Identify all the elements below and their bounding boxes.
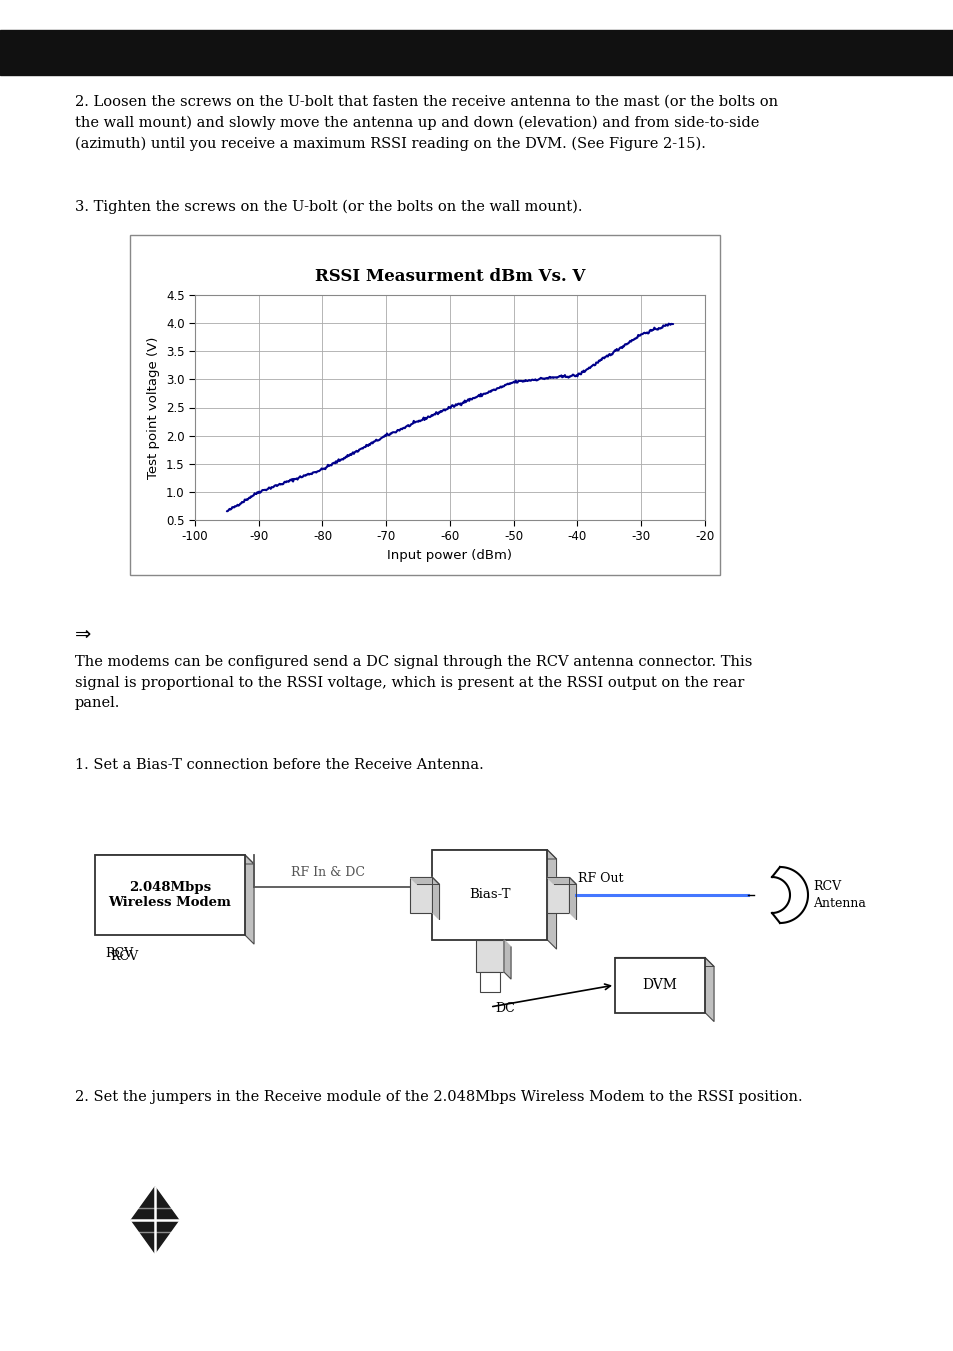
- Y-axis label: Test point voltage (V): Test point voltage (V): [148, 336, 160, 478]
- Bar: [95, 855, 245, 935]
- Bar: [130, 235, 720, 576]
- Text: 3. Tighten the screws on the U-bolt (or the bolts on the wall mount).: 3. Tighten the screws on the U-bolt (or …: [75, 200, 582, 215]
- Text: The modems can be configured send a DC signal through the RCV antenna connector.: The modems can be configured send a DC s…: [75, 655, 752, 711]
- Bar: [479, 971, 499, 992]
- Bar: [615, 958, 704, 1012]
- Bar: [410, 878, 432, 912]
- Polygon shape: [432, 850, 556, 859]
- Polygon shape: [704, 958, 713, 1021]
- Text: 1. Set a Bias-T connection before the Receive Antenna.: 1. Set a Bias-T connection before the Re…: [75, 758, 483, 771]
- Title: RSSI Measurment dBm Vs. V: RSSI Measurment dBm Vs. V: [314, 267, 584, 285]
- Text: Bias-T: Bias-T: [469, 889, 510, 901]
- Text: RCV: RCV: [105, 947, 133, 961]
- Text: 2. Set the jumpers in the Receive module of the 2.048Mbps Wireless Modem to the : 2. Set the jumpers in the Receive module…: [75, 1090, 801, 1104]
- Polygon shape: [547, 850, 556, 948]
- Text: DC: DC: [495, 1002, 515, 1015]
- Polygon shape: [132, 1188, 178, 1252]
- Polygon shape: [410, 878, 439, 885]
- Bar: [0, 30, 953, 76]
- Bar: [476, 940, 503, 971]
- Polygon shape: [503, 940, 511, 979]
- Bar: [432, 850, 547, 940]
- Text: ⇒: ⇒: [75, 626, 91, 644]
- Text: 2. Loosen the screws on the U-bolt that fasten the receive antenna to the mast (: 2. Loosen the screws on the U-bolt that …: [75, 95, 778, 151]
- Text: RCV: RCV: [110, 950, 138, 963]
- X-axis label: Input power (dBm): Input power (dBm): [387, 549, 512, 562]
- Polygon shape: [547, 878, 576, 885]
- Polygon shape: [432, 878, 439, 920]
- Text: RF Out: RF Out: [578, 871, 623, 885]
- Bar: [547, 878, 569, 912]
- Polygon shape: [95, 855, 253, 865]
- Text: RF In & DC: RF In & DC: [291, 866, 364, 880]
- Polygon shape: [245, 855, 253, 944]
- Text: DVM: DVM: [642, 978, 677, 992]
- Text: 2.048Mbps
Wireless Modem: 2.048Mbps Wireless Modem: [109, 881, 232, 909]
- Polygon shape: [615, 958, 713, 966]
- Text: RCV
Antenna: RCV Antenna: [812, 880, 865, 911]
- Polygon shape: [569, 878, 576, 920]
